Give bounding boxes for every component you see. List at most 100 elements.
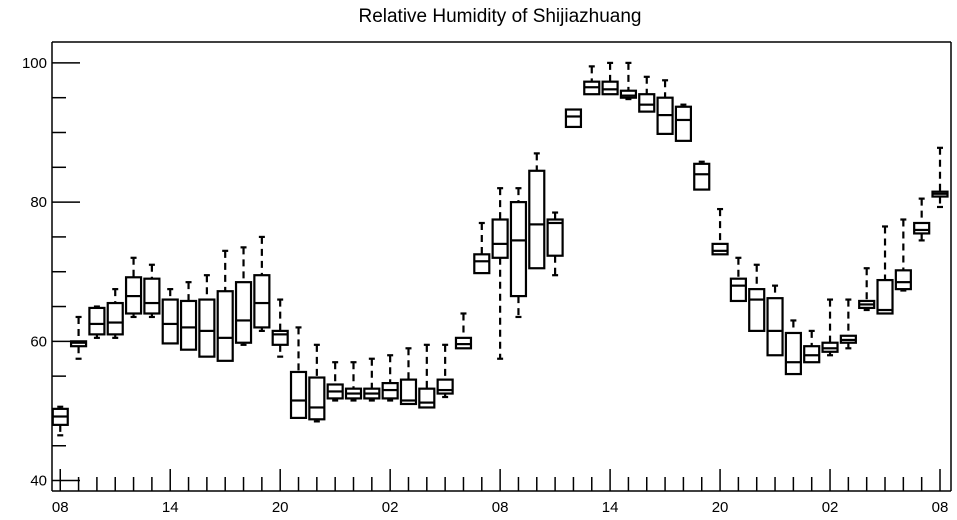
y-axis-ticks: 40 60 80 100: [22, 55, 80, 490]
box-plot: [729, 256, 747, 303]
box-plot: [876, 225, 894, 315]
box-plot: [693, 160, 711, 191]
box-iqr: [748, 288, 766, 332]
box-iqr: [179, 299, 198, 351]
box-plot: [106, 288, 124, 339]
box-iqr: [601, 80, 619, 96]
x-tick-label: 20: [272, 499, 289, 516]
x-tick-label: 14: [602, 499, 619, 516]
box-plot: [913, 197, 931, 242]
box-series: [51, 61, 949, 437]
box-plot: [143, 263, 161, 319]
box-plot: [766, 284, 784, 357]
box-plot: [509, 187, 528, 319]
box-plot: [601, 61, 619, 96]
x-tick-label: 08: [52, 499, 69, 516]
box-iqr: [528, 169, 546, 270]
box-iqr: [638, 93, 656, 113]
box-iqr: [143, 277, 161, 315]
box-plot: [69, 315, 88, 360]
box-iqr: [88, 306, 106, 336]
y-tick-label: 60: [30, 333, 47, 350]
box-plot: [894, 218, 912, 292]
y-tick-label: 80: [30, 194, 47, 211]
x-tick-label: 02: [822, 499, 839, 516]
box-plot: [546, 211, 564, 277]
box-plot: [528, 152, 546, 270]
box-iqr: [436, 378, 454, 395]
box-plot: [638, 75, 656, 113]
box-plot: [803, 329, 821, 364]
box-plot: [289, 326, 308, 420]
box-iqr: [674, 105, 693, 142]
box-plot: [399, 347, 418, 406]
box-plot: [234, 246, 253, 346]
box-plot: [858, 267, 876, 312]
x-tick-label: 08: [932, 499, 949, 516]
box-iqr: [729, 277, 747, 303]
y-tick-label: 100: [22, 55, 47, 72]
box-plot: [491, 187, 509, 360]
box-plot: [124, 256, 143, 319]
box-iqr: [106, 301, 124, 336]
x-tick-label: 02: [382, 499, 399, 516]
box-plot: [179, 281, 198, 351]
box-iqr: [913, 221, 931, 235]
box-iqr: [198, 298, 216, 358]
box-iqr: [234, 281, 253, 344]
box-plot: [656, 79, 674, 135]
box-iqr: [546, 218, 564, 257]
box-iqr: [766, 297, 784, 357]
box-plot: [88, 305, 106, 339]
box-iqr: [289, 370, 308, 420]
box-plot: [381, 354, 399, 402]
box-plot: [454, 312, 473, 350]
box-iqr: [876, 278, 894, 315]
box-iqr: [161, 298, 179, 345]
box-plot: [344, 361, 363, 402]
box-plot: [271, 298, 289, 358]
box-iqr: [271, 329, 289, 346]
chart-title: Relative Humidity of Shijiazhuang: [358, 6, 641, 27]
box-plot: [436, 343, 454, 399]
box-plot: [674, 103, 693, 142]
box-plot: [583, 65, 601, 96]
box-iqr: [253, 274, 271, 329]
box-iqr: [418, 387, 436, 409]
box-plot: [564, 108, 583, 129]
box-plot: [821, 298, 839, 357]
box-plot: [308, 343, 326, 423]
box-plot: [161, 288, 179, 345]
box-plot: [473, 221, 491, 275]
x-tick-label: 08: [492, 499, 509, 516]
box-plot: [711, 207, 729, 256]
box-plot: [253, 235, 271, 332]
box-iqr: [784, 331, 802, 376]
x-tick-label: 14: [162, 499, 179, 516]
box-plot: [619, 61, 638, 101]
box-iqr: [399, 378, 418, 406]
box-iqr: [491, 218, 509, 259]
x-tick-label: 20: [712, 499, 729, 516]
box-plot: [326, 361, 344, 402]
box-plot: [51, 405, 69, 437]
box-iqr: [509, 201, 528, 298]
box-plot: [363, 357, 381, 402]
box-iqr: [894, 269, 912, 291]
box-iqr: [564, 108, 583, 129]
box-plot: [216, 249, 234, 362]
box-plot: [748, 263, 766, 332]
box-plot: [198, 274, 216, 358]
box-iqr: [308, 376, 326, 421]
box-iqr: [711, 242, 729, 256]
y-tick-label: 40: [30, 473, 47, 490]
box-iqr: [473, 253, 491, 275]
box-plot: [931, 146, 949, 209]
x-axis-ticks: 08 14 20 02 08 14 20 02 08: [52, 469, 948, 516]
box-plot: [839, 298, 857, 350]
box-iqr: [693, 162, 711, 191]
box-plot: [418, 343, 436, 409]
box-plot: [784, 319, 802, 376]
